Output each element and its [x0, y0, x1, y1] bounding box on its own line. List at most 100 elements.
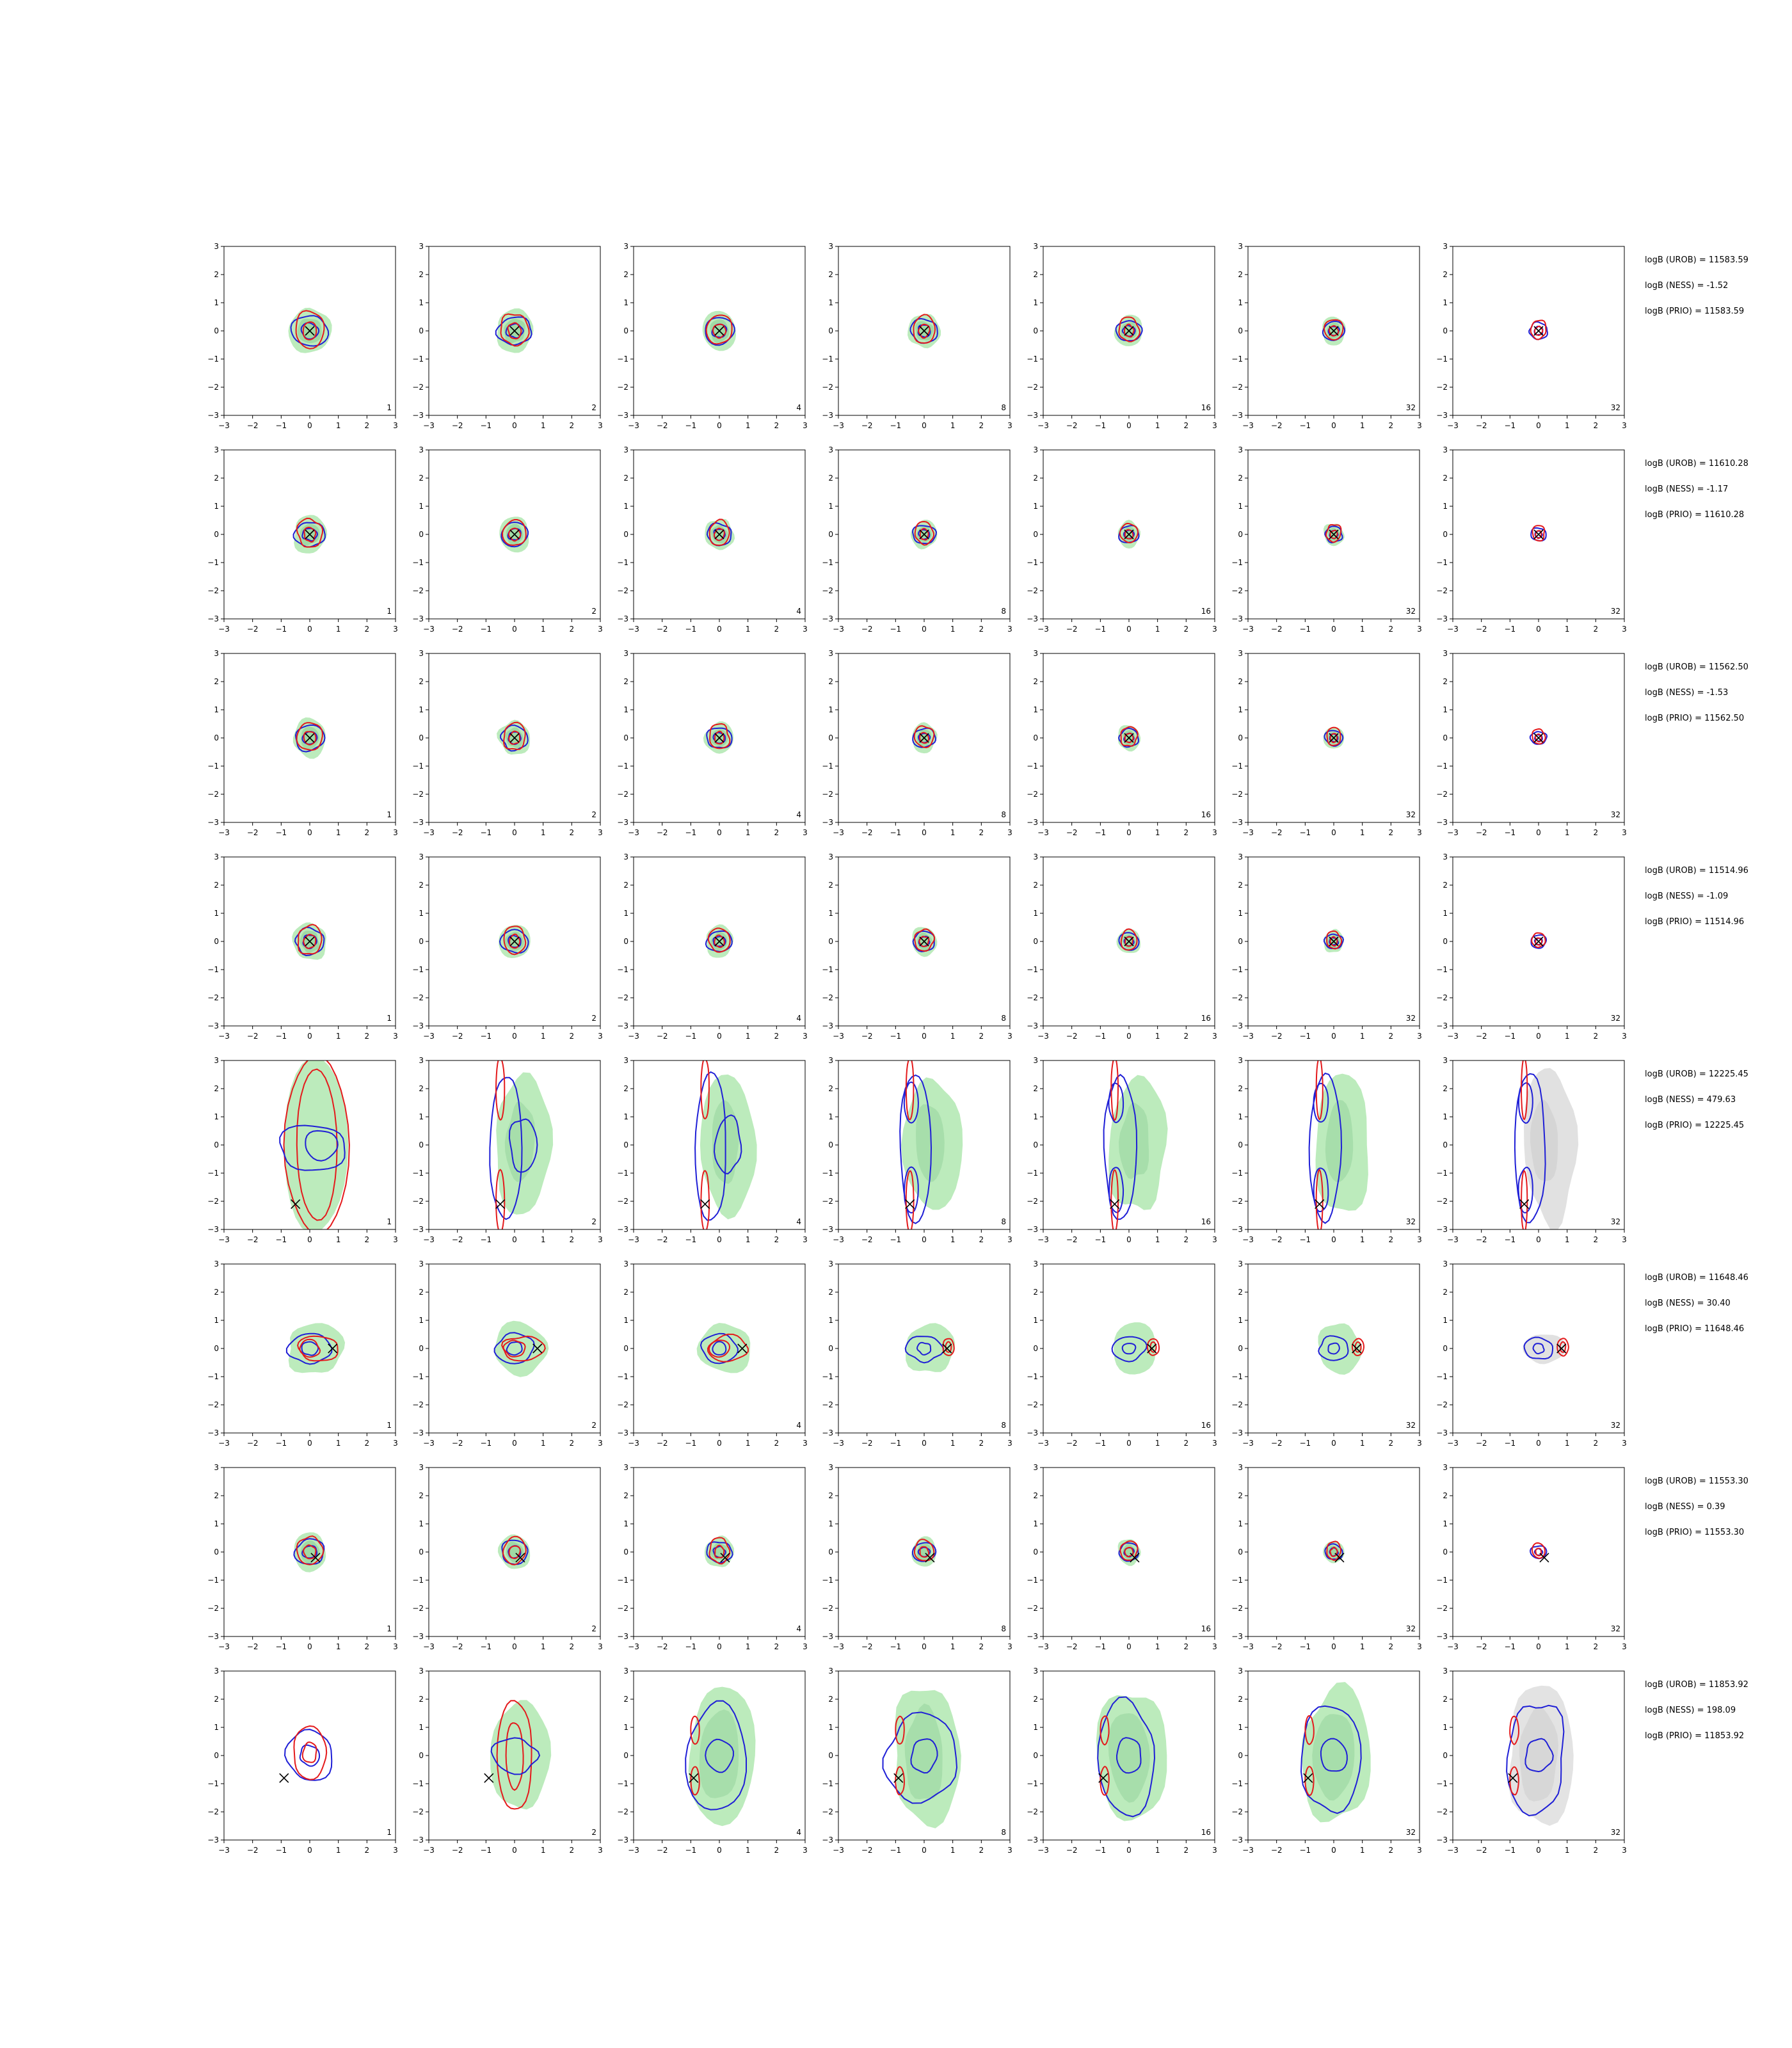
sample-count-label: 2: [591, 1828, 596, 1837]
y-tick-label: 1: [828, 1316, 833, 1325]
x-tick-label: 1: [1360, 625, 1365, 634]
logb-annotations-row-3: logB (UROB) = 11562.50 logB (NESS) = -1.5…: [1645, 662, 1748, 723]
x-tick-label: 0: [307, 1235, 312, 1244]
y-tick-label: −1: [1231, 1779, 1243, 1788]
blue-contour-inner: [916, 1341, 932, 1356]
y-tick-label: 0: [419, 1751, 424, 1760]
sample-count-label: 4: [796, 1421, 801, 1430]
y-tick-label: 1: [828, 705, 833, 714]
x-tick-label: 2: [1184, 1032, 1189, 1041]
x-tick-label: −2: [247, 625, 259, 634]
red-contour: [708, 518, 730, 547]
x-tick-label: −3: [423, 1642, 435, 1651]
blue-contour: [490, 1737, 541, 1775]
blue-contour: [911, 525, 938, 545]
y-tick-label: 2: [828, 1084, 833, 1093]
red-contour-inner: [303, 1544, 317, 1560]
sample-count-label: 16: [1201, 1624, 1211, 1633]
y-tick-label: −3: [822, 1021, 833, 1030]
red-contour: [709, 723, 731, 749]
true-parameter-marker: [942, 1343, 952, 1354]
true-parameter-marker: [1329, 936, 1339, 947]
y-tick-label: −3: [1027, 1225, 1038, 1234]
red-contour-inner: [1329, 1546, 1338, 1557]
blue-contour-inner: [508, 1118, 538, 1173]
true-parameter-marker: [689, 1773, 699, 1783]
y-tick-label: −3: [412, 614, 424, 623]
x-tick-label: −1: [1094, 1235, 1106, 1244]
y-tick-label: −3: [1436, 1225, 1448, 1234]
y-tick-label: −1: [1027, 1169, 1038, 1178]
y-tick-label: 0: [419, 1140, 424, 1149]
x-tick-label: −2: [657, 1439, 668, 1448]
red-contour-inner: [714, 1544, 725, 1558]
y-tick-label: 1: [828, 298, 833, 307]
y-tick-label: −1: [1027, 355, 1038, 364]
x-tick-label: −3: [1037, 828, 1049, 837]
x-tick-label: −1: [1299, 625, 1311, 634]
y-tick-label: −3: [822, 411, 833, 420]
y-tick-label: −3: [1027, 614, 1038, 623]
red-contour-inner: [299, 1338, 321, 1358]
red-contour: [1531, 1542, 1546, 1559]
true-parameter-marker: [925, 1553, 935, 1563]
y-tick-label: −3: [822, 1836, 833, 1844]
y-tick-label: −3: [412, 1836, 424, 1844]
y-tick-label: 3: [1238, 852, 1243, 861]
sample-count-label: 4: [796, 810, 801, 819]
y-tick-label: 1: [1238, 298, 1243, 307]
y-tick-label: −3: [617, 1632, 628, 1641]
blue-contour: [284, 1729, 333, 1781]
true-parameter-marker: [509, 936, 520, 947]
red-contour-inner: [502, 1340, 526, 1357]
x-tick-label: 1: [746, 1439, 751, 1448]
red-contour-inner: [1329, 733, 1338, 744]
red-contour-lower: [495, 1169, 506, 1229]
y-tick-label: 0: [214, 733, 219, 742]
blue-contour-inner: [910, 1738, 938, 1774]
sample-count-label: 8: [1001, 1217, 1006, 1226]
y-tick-label: 3: [1033, 242, 1038, 251]
x-tick-label: −3: [1037, 1032, 1049, 1041]
x-tick-label: 2: [365, 1642, 370, 1651]
y-tick-label: 2: [828, 474, 833, 483]
y-tick-label: 1: [419, 298, 424, 307]
y-tick-label: −2: [1436, 1197, 1448, 1206]
x-tick-label: 1: [1155, 1846, 1160, 1855]
y-tick-label: −2: [207, 1604, 219, 1613]
y-tick-label: −1: [207, 1779, 219, 1788]
x-tick-label: −3: [1037, 1642, 1049, 1651]
red-contour: [293, 1725, 328, 1780]
y-tick-label: −2: [1027, 1807, 1038, 1816]
y-tick-label: 0: [1238, 937, 1243, 946]
x-tick-label: −2: [247, 1642, 259, 1651]
red-contour: [1120, 928, 1138, 951]
y-tick-label: −1: [207, 965, 219, 974]
y-tick-label: −1: [1231, 965, 1243, 974]
x-tick-label: 1: [1565, 421, 1570, 430]
y-tick-label: 0: [828, 937, 833, 946]
y-tick-label: 2: [214, 1695, 219, 1704]
y-tick-label: −2: [617, 383, 628, 392]
x-tick-label: −2: [452, 625, 463, 634]
y-tick-label: 3: [828, 1260, 833, 1268]
x-tick-label: 3: [1007, 1235, 1012, 1244]
true-parameter-marker: [1315, 1199, 1325, 1209]
y-tick-label: 1: [1033, 705, 1038, 714]
y-tick-label: 1: [828, 502, 833, 511]
y-tick-label: 2: [623, 270, 628, 279]
y-tick-label: −2: [1231, 586, 1243, 595]
logb-text: logB (PRIO) = 11514.96: [1645, 917, 1744, 927]
x-tick-label: 1: [1565, 1439, 1570, 1448]
y-tick-label: 0: [1443, 1751, 1448, 1760]
y-tick-label: 0: [1443, 937, 1448, 946]
x-tick-label: −2: [452, 421, 463, 430]
red-contour-inner: [509, 933, 521, 949]
x-tick-label: 2: [1184, 1642, 1189, 1651]
logb-annotations-row-1: logB (UROB) = 11583.59 logB (NESS) = -1.5…: [1645, 255, 1748, 316]
